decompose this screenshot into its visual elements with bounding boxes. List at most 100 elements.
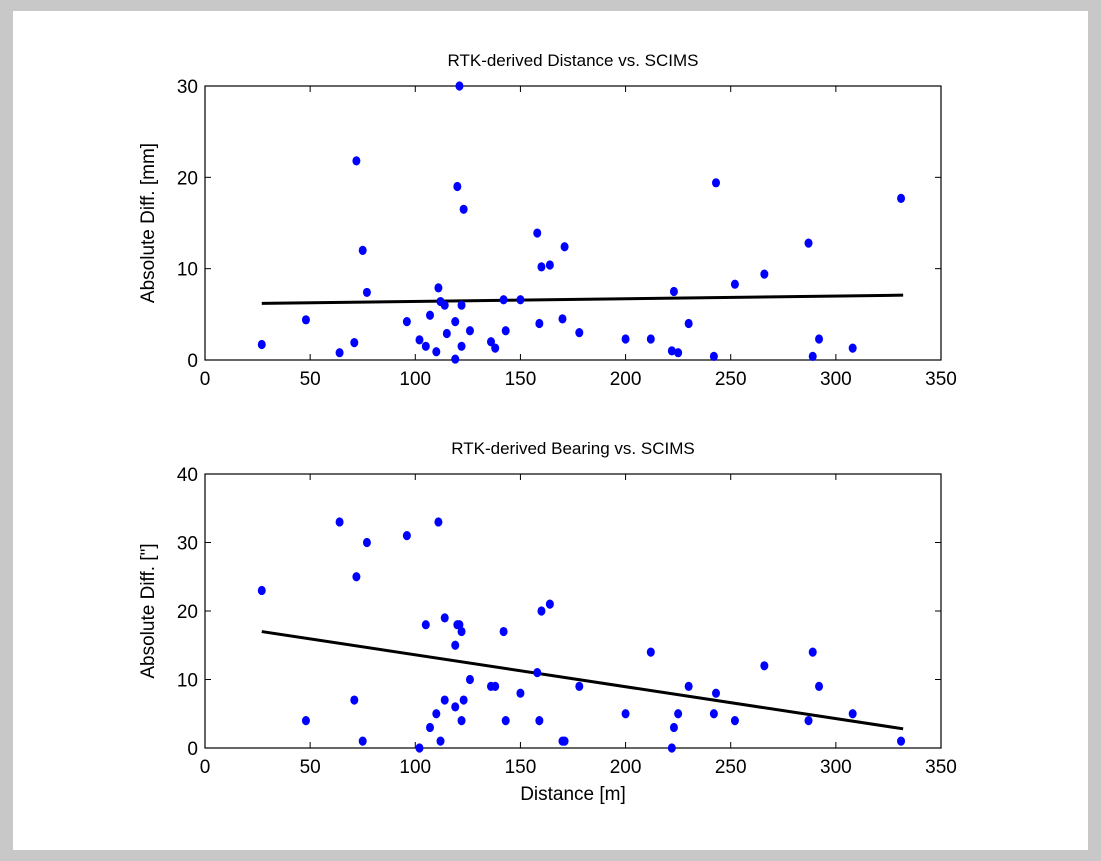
distance-chart-title: RTK-derived Distance vs. SCIMS bbox=[448, 51, 699, 70]
bearing-data-point bbox=[575, 681, 584, 691]
distance-x-tick-label: 300 bbox=[820, 369, 852, 390]
distance-data-point bbox=[558, 314, 567, 324]
bearing-x-tick-label: 350 bbox=[925, 757, 957, 778]
distance-x-tick-label: 100 bbox=[399, 369, 431, 390]
distance-data-point bbox=[730, 279, 739, 289]
bearing-data-point bbox=[491, 681, 500, 691]
distance-y-tick-label: 20 bbox=[177, 168, 198, 189]
distance-data-point bbox=[501, 326, 510, 336]
bearing-data-point bbox=[350, 695, 359, 705]
bearing-data-point bbox=[415, 743, 424, 753]
distance-data-point bbox=[575, 328, 584, 338]
bearing-data-point bbox=[459, 695, 468, 705]
bearing-data-point bbox=[432, 709, 441, 719]
bearing-data-point bbox=[451, 640, 460, 650]
distance-data-point bbox=[362, 287, 371, 298]
bearing-data-point bbox=[335, 517, 344, 527]
bearing-data-point bbox=[451, 702, 460, 712]
distance-data-point bbox=[440, 300, 449, 310]
distance-data-point bbox=[667, 346, 676, 356]
bearing-data-point bbox=[457, 626, 466, 637]
distance-data-point bbox=[545, 260, 554, 270]
distance-data-point bbox=[815, 334, 824, 344]
distance-data-point bbox=[335, 348, 344, 358]
bearing-plot-frame bbox=[204, 473, 942, 749]
bearing-data-point bbox=[516, 688, 525, 698]
distance-data-point bbox=[358, 245, 367, 255]
distance-y-tick-label: 0 bbox=[187, 351, 198, 372]
bearing-data-point bbox=[501, 716, 510, 726]
distance-data-point bbox=[465, 326, 474, 336]
bearing-data-point bbox=[711, 688, 720, 698]
bearing-data-point bbox=[760, 661, 769, 671]
distance-data-point bbox=[491, 343, 500, 353]
distance-data-point bbox=[459, 204, 468, 214]
bearing-data-point bbox=[436, 736, 445, 746]
bearing-y-tick-label: 0 bbox=[187, 739, 198, 760]
distance-data-point bbox=[421, 341, 430, 351]
distance-data-point bbox=[897, 193, 906, 203]
distance-data-point bbox=[301, 315, 310, 325]
distance-data-point bbox=[426, 310, 435, 320]
distance-x-tick-label: 250 bbox=[715, 369, 747, 390]
bearing-data-point bbox=[352, 572, 361, 582]
distance-data-point bbox=[499, 295, 508, 305]
distance-data-point bbox=[848, 343, 857, 353]
distance-data-point bbox=[434, 283, 443, 293]
distance-y-axis-label: Absolute Diff. [mm] bbox=[138, 143, 159, 303]
distance-x-tick-label: 350 bbox=[925, 369, 957, 390]
distance-data-point bbox=[451, 317, 460, 327]
bearing-data-point bbox=[421, 620, 430, 630]
bearing-y-axis-label: Absolute Diff. ["] bbox=[138, 543, 159, 678]
distance-data-point bbox=[352, 156, 361, 166]
bearing-data-point bbox=[533, 668, 542, 678]
bearing-data-point bbox=[257, 585, 266, 596]
bearing-data-point bbox=[434, 517, 443, 527]
bearing-y-tick-label: 10 bbox=[177, 671, 198, 692]
bearing-x-tick-label: 100 bbox=[399, 757, 431, 778]
distance-data-point bbox=[537, 262, 546, 272]
distance-data-point bbox=[486, 337, 495, 347]
bearing-x-axis-label: Distance [m] bbox=[520, 784, 626, 805]
distance-x-tick-label: 200 bbox=[610, 369, 642, 390]
bearing-data-point bbox=[808, 647, 817, 657]
bearing-data-point bbox=[804, 716, 813, 726]
distance-data-point bbox=[760, 269, 769, 279]
bearing-data-point bbox=[646, 647, 655, 657]
distance-y-tick-label: 30 bbox=[177, 77, 198, 98]
distance-data-point bbox=[674, 348, 683, 358]
bearing-data-point bbox=[815, 681, 824, 691]
distance-data-point bbox=[453, 181, 462, 192]
distance-plot-frame bbox=[204, 85, 942, 361]
bearing-data-point bbox=[709, 709, 718, 719]
figure: RTK-derived Distance vs. SCIMS 0 50 100 150 2… bbox=[13, 11, 1088, 850]
bearing-x-tick-label: 200 bbox=[610, 757, 642, 778]
distance-data-point bbox=[457, 300, 466, 310]
distance-data-point bbox=[455, 81, 464, 91]
bearing-data-point bbox=[897, 736, 906, 746]
bearing-data-point bbox=[667, 743, 676, 753]
distance-data-point bbox=[709, 351, 718, 361]
bearing-data-point bbox=[674, 709, 683, 719]
distance-trend-line bbox=[261, 293, 904, 305]
bearing-data-point bbox=[499, 626, 508, 637]
distance-data-point bbox=[415, 335, 424, 345]
bearing-x-tick-label: 150 bbox=[505, 757, 537, 778]
bearing-y-tick-label: 30 bbox=[177, 534, 198, 555]
distance-data-point bbox=[621, 334, 630, 344]
bearing-data-point bbox=[730, 716, 739, 726]
bearing-x-tick-label: 0 bbox=[200, 757, 211, 778]
distance-data-point bbox=[451, 354, 460, 364]
bearing-x-tick-label: 50 bbox=[300, 757, 321, 778]
bearing-data-point bbox=[535, 716, 544, 726]
distance-data-point bbox=[533, 228, 542, 238]
bearing-data-point bbox=[440, 695, 449, 705]
distance-x-tick-label: 150 bbox=[505, 369, 537, 390]
bearing-data-point bbox=[684, 681, 693, 691]
distance-data-point bbox=[457, 341, 466, 351]
bearing-data-point bbox=[545, 599, 554, 609]
distance-x-tick-label: 0 bbox=[200, 369, 211, 390]
bearing-y-tick-label: 20 bbox=[177, 602, 198, 623]
